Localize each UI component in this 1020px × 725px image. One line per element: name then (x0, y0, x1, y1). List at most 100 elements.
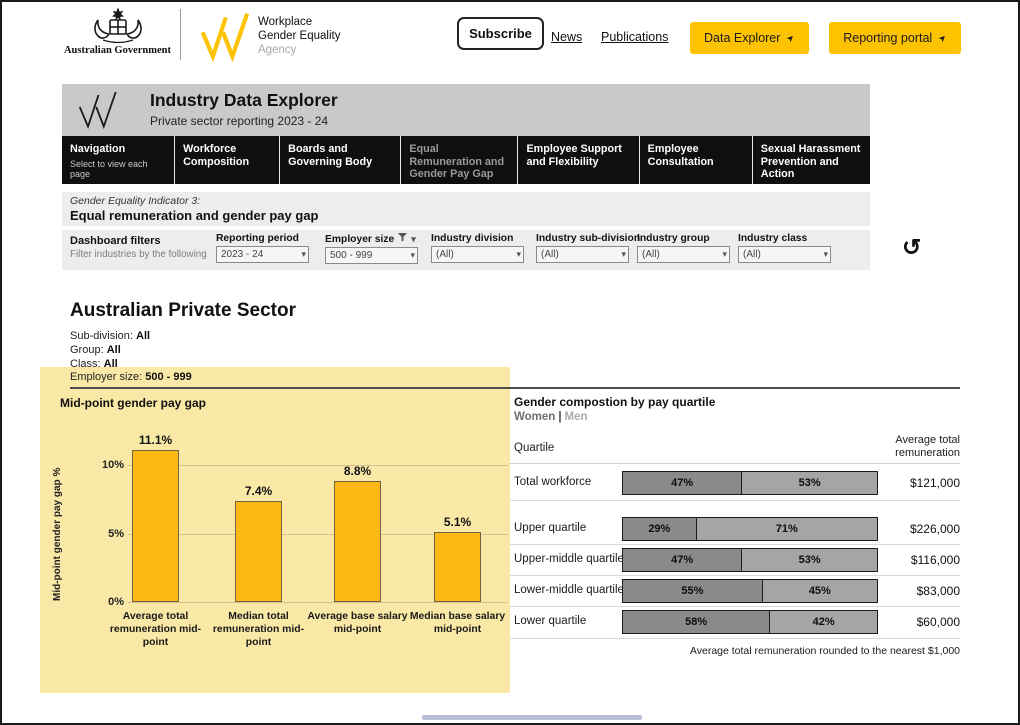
nav-tab-employee-consultation[interactable]: Employee Consultation (640, 136, 753, 184)
women-segment: 47% (623, 472, 743, 494)
news-link[interactable]: News (551, 30, 583, 44)
nav-tab-label: Boards and Governing Body (288, 143, 373, 168)
legend-men: Men (564, 411, 588, 423)
external-link-arrow-icon: ➤ (936, 31, 949, 44)
indicator-strip: Gender Equality Indicator 3: Equal remun… (62, 192, 870, 226)
y-tick-label: 5% (108, 527, 124, 540)
filter-select[interactable]: 500 - 999 ▾ (325, 247, 418, 264)
women-segment: 58% (623, 611, 771, 633)
remuneration-footnote: Average total remuneration rounded to th… (689, 645, 960, 657)
quartile-stacked-bar[interactable]: 47% 53% (622, 471, 878, 495)
horizontal-scrollbar[interactable] (422, 715, 642, 720)
quartile-row-label: Lower-middle quartile (514, 584, 624, 596)
wgea-line2: Gender Equality (258, 30, 341, 42)
row-separator (510, 575, 960, 576)
dashboard-banner: Industry Data Explorer Private sector re… (62, 84, 870, 136)
australian-government-crest-icon (93, 7, 142, 44)
dropdown-caret-icon: ▾ (823, 249, 828, 259)
nav-tab-label: Employee Support and Flexibility (526, 143, 622, 168)
filter-value: 2023 - 24 (221, 249, 264, 260)
nav-tab-sexual-harassment-prevention-and-action[interactable]: Sexual Harassment Prevention and Action (753, 136, 870, 184)
nav-tab-workforce-composition[interactable]: Workforce Composition (175, 136, 281, 184)
data-explorer-label: Data Explorer (704, 31, 781, 45)
filter-value: (All) (541, 249, 559, 260)
legend-women: Women (514, 411, 556, 423)
bar-data-label: 7.4% (244, 483, 273, 498)
quartile-row-label: Upper quartile (514, 522, 587, 534)
wgea-line1: Workplace (258, 16, 313, 28)
remuneration-value: $121,000 (909, 476, 960, 490)
dropdown-caret-icon: ▾ (722, 249, 727, 259)
group-line: Group: All (70, 344, 121, 356)
wgea-logo: Workplace Gender Equality Agency (198, 10, 340, 62)
nav-tab-label: Equal Remuneration and Gender Pay Gap (409, 143, 505, 180)
reporting-portal-button[interactable]: Reporting portal ➤ (829, 22, 961, 54)
gender-pay-gap-chart-panel: Employer size: 500 - 999 Mid-point gende… (40, 367, 510, 693)
filter-employer-size: Employer size ▾ 500 - 999 ▾ (325, 233, 425, 264)
quartile-row-label: Upper-middle quartile (514, 553, 624, 565)
filter-select[interactable]: 2023 - 24 ▾ (216, 246, 309, 263)
quartile-legend: Women | Men (514, 411, 588, 423)
quartile-stacked-bar[interactable]: 47% 53% (622, 548, 878, 572)
filter-value: (All) (743, 249, 761, 260)
women-segment: 47% (623, 549, 743, 571)
filter-industry-sub-division: Industry sub-division (All) ▾ (536, 233, 640, 263)
filter-select[interactable]: (All) ▾ (536, 246, 629, 263)
group-label: Group: (70, 344, 104, 356)
filter-label: Reporting period (216, 233, 299, 244)
bar-data-label: 8.8% (343, 464, 372, 479)
quartile-row-label: Total workforce (514, 476, 592, 488)
filter-label: Industry class (738, 233, 808, 244)
banner-subtitle: Private sector reporting 2023 - 24 (150, 114, 329, 128)
banner-title: Industry Data Explorer (150, 90, 338, 110)
nav-tab-employee-support-and-flexibility[interactable]: Employee Support and Flexibility (518, 136, 640, 184)
quartile-stacked-bar[interactable]: 29% 71% (622, 517, 878, 541)
section-divider (70, 387, 960, 389)
nav-tab-boards-and-governing-body[interactable]: Boards and Governing Body (280, 136, 402, 184)
nav-tab-equal-remuneration-and-gender-pay-gap[interactable]: Equal Remuneration and Gender Pay Gap (401, 136, 519, 184)
subscribe-button[interactable]: Subscribe (457, 17, 544, 50)
dropdown-caret-icon: ▾ (410, 250, 415, 260)
quartile-stacked-bar[interactable]: 58% 42% (622, 610, 878, 634)
filter-industry-division: Industry division (All) ▾ (431, 233, 531, 263)
subdivision-value: All (136, 330, 151, 342)
nav-tabs: Navigation Select to view each page Workfo… (62, 136, 870, 184)
remuneration-value: $60,000 (916, 615, 960, 629)
row-separator (510, 500, 960, 501)
remuneration-value: $83,000 (916, 584, 960, 598)
filters-subtitle: Filter industries by the following (70, 249, 207, 260)
y-tick-label: 0% (108, 596, 124, 608)
filter-label: Industry division (431, 233, 514, 244)
bar-category-label: Average total remuneration mid-point (109, 611, 202, 648)
quartile-row-label: Lower quartile (514, 615, 587, 627)
filter-funnel-icon[interactable] (398, 233, 408, 245)
filter-select[interactable]: (All) ▾ (637, 246, 730, 263)
filter-value: 500 - 999 (330, 250, 373, 261)
filter-select[interactable]: (All) ▾ (738, 246, 831, 263)
gov-logo-label: Australian Government (63, 45, 172, 56)
group-value: All (106, 344, 121, 356)
nav-tab-navigation[interactable]: Navigation Select to view each page (62, 136, 176, 184)
reset-filters-icon[interactable]: ↺ (902, 234, 922, 260)
chart-bar[interactable] (434, 532, 481, 602)
gridline (128, 602, 508, 603)
filter-caret-icon[interactable]: ▾ (411, 233, 416, 244)
filter-select[interactable]: (All) ▾ (431, 246, 524, 263)
banner-check-icon (78, 91, 117, 130)
chart-bar[interactable] (132, 449, 179, 602)
gridline (128, 533, 508, 535)
bar-data-label: 5.1% (443, 515, 472, 530)
australian-government-logo: Australian Government (55, 7, 180, 56)
chart-bar[interactable] (235, 500, 282, 602)
quartile-stacked-bar[interactable]: 55% 45% (622, 579, 878, 603)
row-separator (510, 606, 960, 607)
data-explorer-button[interactable]: Data Explorer ➤ (690, 22, 809, 54)
nav-tab-label: Employee Consultation (647, 143, 714, 168)
publications-link[interactable]: Publications (601, 30, 669, 44)
filter-industry-group: Industry group (All) ▾ (637, 233, 737, 263)
chart-title: Mid-point gender pay gap (60, 396, 206, 410)
column-header-quartile: Quartile (514, 442, 555, 454)
nav-tab-label: Navigation (70, 143, 126, 155)
subdivision-label: Sub-division: (70, 330, 133, 342)
chart-bar[interactable] (334, 481, 381, 602)
